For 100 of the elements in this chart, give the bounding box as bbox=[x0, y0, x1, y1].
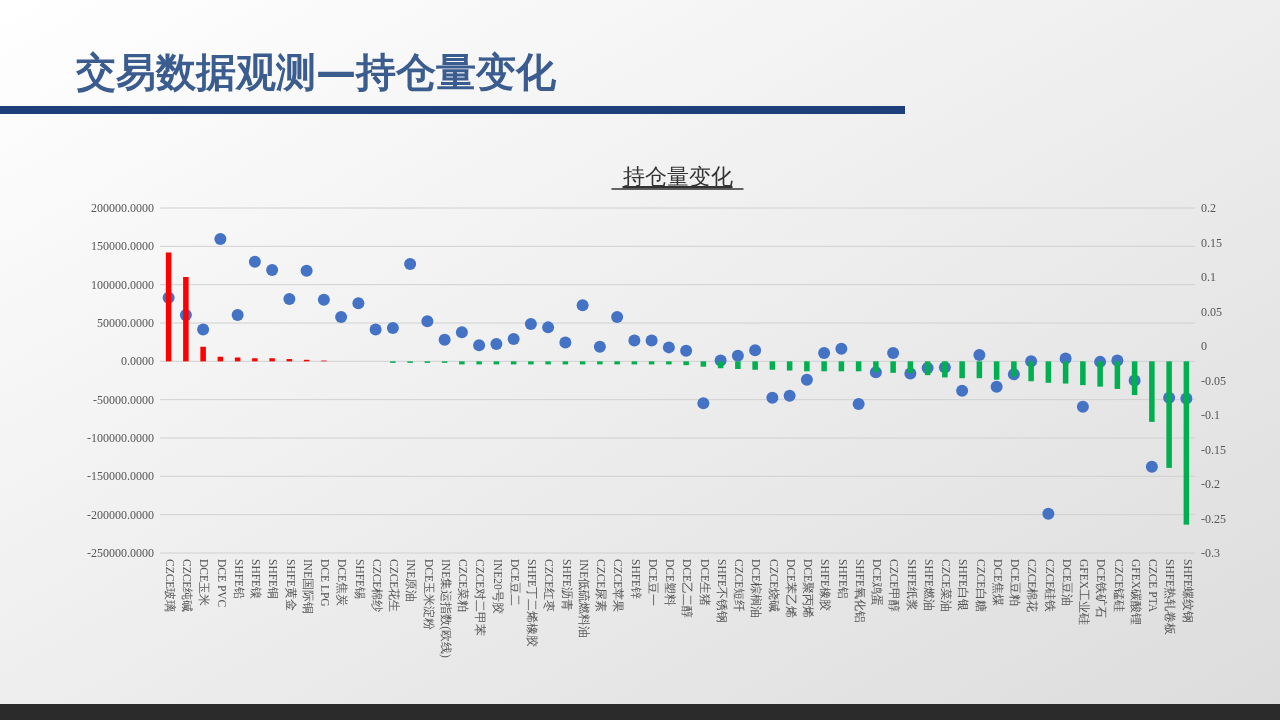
x-tick-label: SHFE镍 bbox=[250, 559, 263, 600]
x-tick-label: DCE棕榈油 bbox=[750, 559, 764, 618]
point bbox=[783, 389, 796, 402]
x-tick-label: DCE焦炭 bbox=[336, 559, 349, 606]
x-tick-label: DCE豆二 bbox=[508, 559, 521, 606]
x-tick-label: DCE LPG bbox=[319, 559, 332, 607]
y-tick-label: 50000.0000 bbox=[97, 316, 154, 330]
x-tick-label: SHFE氧化铝 bbox=[853, 559, 866, 624]
x-tick-label: INE原油 bbox=[405, 559, 418, 603]
x-tick-label: DCE豆一 bbox=[646, 559, 659, 606]
bar bbox=[165, 252, 172, 362]
y-tick-label: 100000.0000 bbox=[91, 277, 154, 292]
bar bbox=[614, 361, 620, 365]
x-tick-label: SHFE热轧卷板 bbox=[1164, 559, 1177, 636]
x-tick-label: DCE鸡蛋 bbox=[871, 559, 884, 606]
point bbox=[611, 311, 624, 324]
y-tick-label: 0.0000 bbox=[121, 354, 154, 369]
x-tick-label: CZCE对二甲苯 bbox=[474, 559, 487, 637]
bar bbox=[252, 358, 258, 362]
point bbox=[386, 322, 399, 335]
y-tick-label: 150000.0000 bbox=[91, 239, 154, 254]
x-tick-label: CZCE锰硅 bbox=[1112, 559, 1125, 613]
x-tick-label: CZCE玻璃 bbox=[163, 559, 177, 613]
y2-tick-label: -0.1 bbox=[1201, 408, 1220, 422]
point bbox=[524, 317, 537, 330]
bar bbox=[1183, 361, 1190, 525]
x-tick-label: DCE生猪 bbox=[698, 559, 711, 606]
bar bbox=[993, 361, 1000, 380]
x-tick-label: DCE焦煤 bbox=[991, 559, 1004, 606]
x-tick-label: INE低硫燃料油 bbox=[577, 559, 591, 639]
x-tick-label: SHFE铅 bbox=[232, 559, 245, 600]
x-tick-label: DCE乙二醇 bbox=[681, 559, 695, 618]
bar bbox=[873, 361, 879, 373]
bar bbox=[666, 361, 672, 365]
x-tick-label: DCE苯乙烯 bbox=[784, 559, 797, 618]
bar bbox=[959, 361, 965, 379]
bar bbox=[597, 361, 603, 365]
x-tick-label: CZCE花生 bbox=[388, 559, 401, 613]
point bbox=[887, 346, 900, 359]
bar bbox=[821, 361, 827, 372]
point bbox=[438, 333, 451, 346]
point bbox=[559, 336, 572, 349]
y-tick-label: -150000.0000 bbox=[87, 469, 154, 484]
point bbox=[473, 339, 486, 352]
point bbox=[266, 264, 279, 277]
point bbox=[731, 349, 744, 362]
x-tick-label: CZCE纯碱 bbox=[181, 559, 194, 613]
x-tick-label: DCE聚丙烯 bbox=[802, 559, 815, 618]
x-tick-label: DCE玉米 bbox=[198, 559, 211, 606]
point bbox=[852, 397, 865, 410]
point bbox=[352, 297, 365, 310]
x-tick-label: SHFE丁二烯橡胶 bbox=[526, 559, 540, 648]
chart-subtitle: 持仓量变化 bbox=[622, 164, 733, 189]
point bbox=[662, 341, 675, 354]
point bbox=[593, 340, 606, 353]
y2-tick-label: 0 bbox=[1201, 339, 1207, 353]
bar bbox=[1166, 361, 1172, 468]
y2-tick-label: -0.15 bbox=[1201, 442, 1226, 457]
point bbox=[973, 348, 986, 361]
x-tick-label: INE20号胶 bbox=[491, 559, 505, 614]
point bbox=[214, 233, 227, 246]
bar bbox=[183, 277, 189, 362]
x-tick-label: CZCE尿素 bbox=[595, 559, 608, 613]
y2-tick-label: 0.05 bbox=[1201, 304, 1222, 319]
y-tick-label: 200000.0000 bbox=[91, 201, 154, 215]
x-tick-label: CZCE棉花 bbox=[1026, 559, 1039, 613]
x-tick-label: SHFE燃油 bbox=[922, 559, 935, 612]
y2-tick-label: -0.05 bbox=[1201, 373, 1226, 388]
x-tick-label: SHFE锡 bbox=[353, 559, 366, 600]
point bbox=[248, 255, 261, 268]
point bbox=[455, 326, 468, 339]
x-tick-label: SHFE铜 bbox=[267, 559, 280, 600]
y-tick-label: -100000.0000 bbox=[87, 431, 154, 445]
point bbox=[369, 323, 382, 336]
x-tick-label: GFEX碳酸锂 bbox=[1129, 559, 1142, 626]
point bbox=[576, 299, 589, 312]
point bbox=[507, 333, 520, 346]
x-tick-label: DCE豆油 bbox=[1060, 559, 1073, 606]
x-tick-label: CZCE棉纱 bbox=[370, 559, 383, 613]
x-tick-label: CZCE硅铁 bbox=[1043, 559, 1056, 613]
bar bbox=[1097, 361, 1103, 387]
point bbox=[956, 384, 969, 397]
point bbox=[404, 257, 417, 270]
bar bbox=[942, 361, 948, 378]
x-tick-label: SHFE黄金 bbox=[284, 559, 297, 612]
x-tick-label: SHFE螺纹钢 bbox=[1181, 559, 1194, 624]
bar bbox=[752, 361, 758, 370]
point bbox=[231, 308, 244, 321]
x-tick-label: CZCE烧碱 bbox=[767, 559, 780, 613]
point bbox=[335, 311, 348, 324]
point bbox=[835, 342, 848, 355]
point bbox=[300, 264, 313, 277]
point bbox=[542, 321, 555, 334]
x-tick-label: SHFE纸浆 bbox=[905, 559, 918, 612]
bar bbox=[855, 361, 862, 372]
x-tick-label: INE国际铜 bbox=[301, 559, 314, 615]
x-tick-label: SHFE沥青 bbox=[560, 559, 573, 612]
bar bbox=[786, 361, 793, 371]
bar bbox=[528, 361, 534, 365]
x-tick-label: CZCE甲醇 bbox=[888, 559, 902, 613]
